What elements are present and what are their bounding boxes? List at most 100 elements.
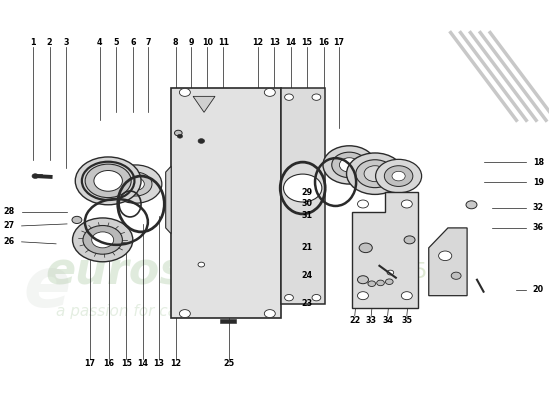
Text: 6: 6 [130,38,135,47]
Text: 5: 5 [114,38,119,47]
Circle shape [364,166,386,182]
Circle shape [386,279,393,284]
Polygon shape [281,88,324,304]
Text: eurospares: eurospares [45,250,327,293]
Text: 16: 16 [103,359,114,368]
Text: 33: 33 [366,316,377,325]
Text: 2: 2 [47,38,52,47]
Text: 12: 12 [170,359,181,368]
Circle shape [265,88,276,96]
Text: 20: 20 [533,285,544,294]
Text: 27: 27 [4,222,15,230]
Circle shape [377,280,384,286]
Text: 4: 4 [97,38,103,47]
Text: 26: 26 [4,237,15,246]
Text: 385: 385 [385,262,427,282]
Text: 15: 15 [301,38,312,47]
Text: 13: 13 [153,359,164,368]
Circle shape [387,270,394,275]
Circle shape [284,294,293,301]
Text: 34: 34 [382,316,393,325]
Circle shape [358,292,368,300]
Circle shape [451,272,461,279]
Circle shape [402,292,412,300]
Circle shape [384,166,413,186]
Text: 36: 36 [533,224,544,232]
Circle shape [323,146,376,184]
Text: 11: 11 [218,38,229,47]
Circle shape [179,310,190,318]
Text: 12: 12 [252,38,263,47]
Circle shape [376,159,422,193]
Text: 22: 22 [349,316,360,325]
Text: 24: 24 [301,271,313,280]
Text: 31: 31 [301,212,312,220]
Circle shape [179,88,190,96]
Text: 1: 1 [30,38,36,47]
Polygon shape [352,192,418,308]
Polygon shape [221,319,236,323]
Text: 14: 14 [285,38,296,47]
Polygon shape [429,228,467,296]
Circle shape [312,294,321,301]
Text: 18: 18 [533,158,544,167]
Polygon shape [166,166,171,234]
Text: 32: 32 [533,204,544,212]
Text: 25: 25 [223,359,234,368]
Text: 28: 28 [4,208,15,216]
Circle shape [198,262,205,267]
Circle shape [32,174,39,178]
Circle shape [92,232,114,248]
Circle shape [83,226,123,254]
Text: 17: 17 [333,38,344,47]
Circle shape [174,130,182,136]
Polygon shape [171,88,281,318]
Circle shape [466,201,477,209]
Circle shape [265,310,276,318]
Text: 7: 7 [145,38,151,47]
Circle shape [73,218,133,262]
Text: 17: 17 [85,359,96,368]
Text: 15: 15 [121,359,132,368]
Circle shape [358,200,368,208]
Text: e: e [23,254,70,321]
Text: 14: 14 [137,359,148,368]
Circle shape [94,170,123,191]
Text: 9: 9 [188,38,194,47]
Text: 13: 13 [269,38,280,47]
Text: 23: 23 [301,299,313,308]
Circle shape [283,174,322,202]
Circle shape [346,153,404,194]
Text: a passion for cars: a passion for cars [56,304,191,319]
Circle shape [339,158,359,172]
Text: 16: 16 [318,38,329,47]
Text: 19: 19 [533,178,544,186]
Circle shape [198,139,205,143]
Circle shape [85,164,131,198]
Circle shape [75,157,141,205]
Text: 10: 10 [202,38,213,47]
Circle shape [119,172,152,196]
Text: 21: 21 [301,243,313,252]
Circle shape [358,276,368,284]
Text: 29: 29 [301,188,313,197]
Circle shape [312,94,321,100]
Circle shape [109,165,162,203]
Circle shape [402,200,412,208]
Circle shape [72,216,82,224]
Text: 8: 8 [173,38,178,47]
Circle shape [332,152,367,178]
Circle shape [359,243,372,253]
Circle shape [284,94,293,100]
Circle shape [438,251,452,260]
Text: 35: 35 [402,316,412,325]
Circle shape [356,160,394,188]
Polygon shape [193,96,215,112]
Text: 30: 30 [301,200,312,208]
Circle shape [177,134,183,138]
Text: 3: 3 [63,38,69,47]
Circle shape [404,236,415,244]
Circle shape [127,178,144,190]
Circle shape [392,171,405,181]
Circle shape [368,281,376,286]
